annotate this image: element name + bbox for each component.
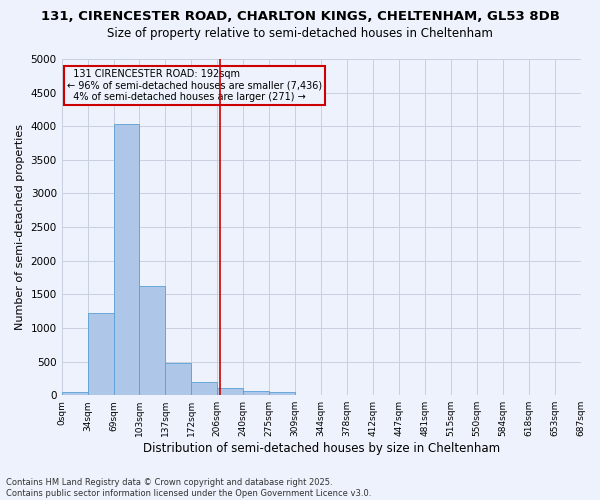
Text: Contains HM Land Registry data © Crown copyright and database right 2025.
Contai: Contains HM Land Registry data © Crown c… <box>6 478 371 498</box>
Text: 131, CIRENCESTER ROAD, CHARLTON KINGS, CHELTENHAM, GL53 8DB: 131, CIRENCESTER ROAD, CHARLTON KINGS, C… <box>41 10 559 23</box>
Y-axis label: Number of semi-detached properties: Number of semi-detached properties <box>15 124 25 330</box>
Text: Size of property relative to semi-detached houses in Cheltenham: Size of property relative to semi-detach… <box>107 28 493 40</box>
Bar <box>269 392 295 395</box>
Bar <box>166 363 191 395</box>
Bar <box>191 382 217 395</box>
Bar <box>139 286 166 395</box>
Bar <box>88 312 113 395</box>
Text: 131 CIRENCESTER ROAD: 192sqm
← 96% of semi-detached houses are smaller (7,436)
 : 131 CIRENCESTER ROAD: 192sqm ← 96% of se… <box>67 69 322 102</box>
Bar <box>243 391 269 395</box>
X-axis label: Distribution of semi-detached houses by size in Cheltenham: Distribution of semi-detached houses by … <box>143 442 500 455</box>
Bar <box>113 124 139 395</box>
Bar <box>217 388 243 395</box>
Bar <box>62 392 88 395</box>
